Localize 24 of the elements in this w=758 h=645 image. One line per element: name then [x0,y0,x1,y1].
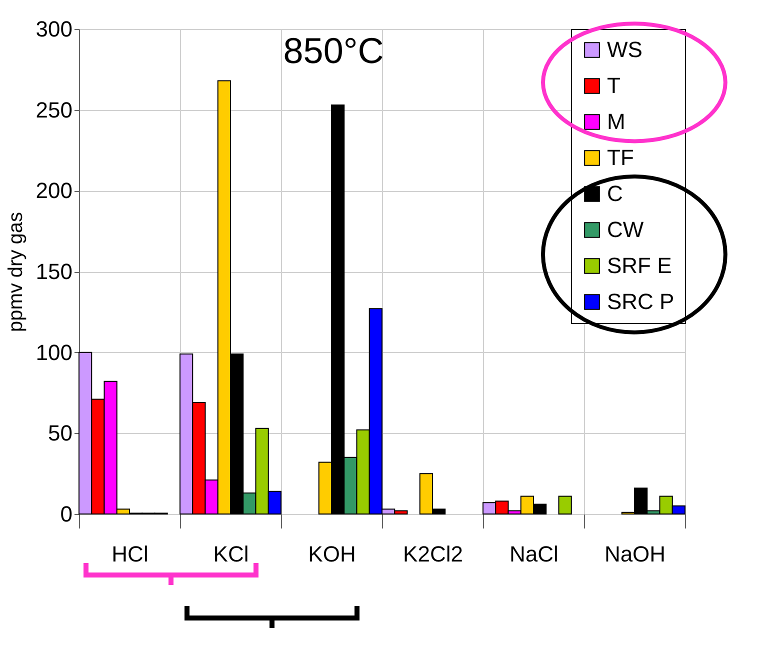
y-tick-label: 50 [48,420,72,446]
y-tick-label: 300 [36,16,72,42]
legend-label: SRF E [607,253,672,278]
legend-label: WS [607,37,642,62]
y-tick-label: 100 [36,340,72,365]
bar [558,496,572,514]
y-tick-label: 200 [36,178,72,204]
legend-label: CW [607,217,644,242]
x-tick-label: NaCl [510,542,558,566]
legend-label: TF [607,145,634,170]
x-tick-label: NaOH [604,542,666,566]
y-tick-label: 0 [60,502,72,526]
legend-label: T [607,73,620,98]
x-tick-label: HCl [112,542,148,566]
x-tick-label: K2Cl2 [403,542,463,566]
annotation: 850°C [283,30,384,71]
legend-label: C [607,181,623,206]
x-tick-label: KOH [308,542,356,566]
x-tick-label: KCl [213,542,249,566]
legend-label: M [607,109,626,134]
y-tick-label: 250 [36,97,72,122]
legend-label: SRC P [607,289,674,314]
y-axis-title: ppmv dry gas [4,212,27,332]
y-tick-label: 150 [36,259,72,284]
